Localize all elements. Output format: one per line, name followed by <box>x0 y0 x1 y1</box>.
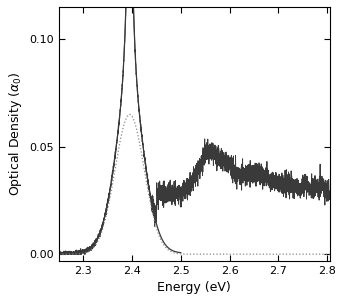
X-axis label: Energy (eV): Energy (eV) <box>157 281 231 294</box>
Y-axis label: Optical Density ($\alpha_{0}$): Optical Density ($\alpha_{0}$) <box>7 72 24 196</box>
